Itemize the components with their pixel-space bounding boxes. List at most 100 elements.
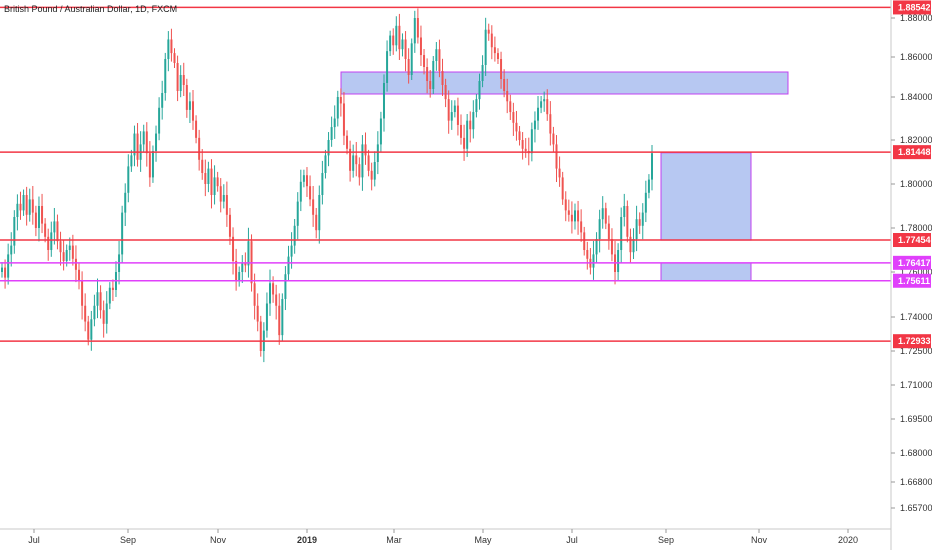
candle: [543, 91, 546, 112]
candle-body: [490, 33, 493, 48]
supply-zone[interactable]: [340, 71, 789, 95]
candle: [333, 105, 336, 139]
candle-body: [398, 25, 401, 50]
candle-body: [558, 168, 561, 178]
time-axis[interactable]: Jul Sep Nov 2019 Mar May Jul Sep Nov 2020: [28, 529, 858, 545]
candle-body: [543, 99, 546, 102]
candle: [222, 184, 225, 209]
candle: [586, 241, 589, 270]
candle-body: [583, 232, 586, 250]
candle: [512, 102, 515, 136]
candle-body: [352, 155, 355, 171]
candle: [216, 171, 219, 192]
candle: [207, 161, 210, 193]
candle: [370, 162, 373, 191]
candle: [607, 215, 610, 250]
price-axis[interactable]: 1.88000 1.86000 1.84000 1.82000 1.80000 1.780…: [891, 13, 932, 513]
candle-body: [133, 133, 136, 156]
candle-body: [373, 162, 376, 180]
candle-body: [416, 18, 419, 38]
candle: [432, 56, 435, 94]
candle: [469, 111, 472, 143]
candle-body: [389, 35, 392, 52]
candle-body: [127, 166, 130, 193]
candle: [16, 194, 19, 231]
candle-body: [358, 164, 361, 178]
candle-body: [472, 112, 475, 130]
candle-body: [552, 133, 555, 145]
candle: [278, 293, 281, 345]
candle-body: [598, 219, 601, 239]
candle-body: [518, 131, 521, 140]
candle: [601, 196, 604, 229]
candle: [484, 17, 487, 76]
candle: [367, 149, 370, 177]
candle: [336, 90, 339, 127]
candle-body: [198, 137, 201, 160]
candle: [188, 92, 191, 124]
candle-body: [423, 55, 426, 67]
candle: [592, 240, 595, 280]
level-tag-bg: [893, 145, 931, 160]
candle: [496, 48, 499, 64]
candle: [225, 181, 228, 227]
candle-body: [469, 120, 472, 130]
candle-body: [25, 195, 28, 215]
candle: [342, 92, 345, 146]
candle-body: [595, 239, 598, 255]
candle: [558, 156, 561, 187]
target-zone[interactable]: [660, 152, 752, 241]
candle-body: [484, 29, 487, 65]
candle: [561, 171, 564, 205]
candle: [324, 149, 327, 179]
candle-body: [108, 287, 111, 304]
candle-body: [238, 272, 241, 281]
candle: [533, 111, 536, 143]
candle-body: [272, 283, 275, 295]
candle-body: [121, 212, 124, 255]
candle: [444, 78, 447, 108]
level-tag-label: 1.72933: [898, 336, 931, 346]
candle-body: [626, 206, 629, 237]
candle-body: [339, 97, 342, 104]
price-tick-label: 1.69500: [900, 414, 932, 424]
candle: [589, 248, 592, 275]
candle: [25, 186, 28, 226]
time-tick-label: 2020: [838, 535, 858, 545]
candle-body: [506, 91, 509, 102]
candle: [564, 191, 567, 222]
demand-zone[interactable]: [660, 262, 752, 282]
candle: [256, 293, 259, 332]
candle: [78, 262, 81, 290]
candle-body: [281, 299, 284, 336]
candle-body: [62, 252, 65, 261]
candle-body: [299, 181, 302, 202]
candle: [447, 90, 450, 134]
candle: [567, 199, 570, 222]
candle-body: [213, 177, 216, 195]
time-tick-label: Nov: [751, 535, 768, 545]
time-tick-label: Sep: [120, 535, 136, 545]
candle: [151, 145, 154, 183]
candle: [130, 149, 133, 172]
candle-body: [22, 195, 25, 211]
candle-body: [533, 120, 536, 130]
candle-body: [188, 101, 191, 110]
candle: [327, 132, 330, 167]
candle-body: [573, 210, 576, 222]
candle: [259, 315, 262, 357]
candle-body: [7, 254, 10, 278]
candle-body: [419, 37, 422, 56]
candle-body: [564, 199, 567, 211]
candle: [610, 228, 613, 262]
price-tick-label: 1.71000: [900, 380, 932, 390]
candle: [478, 73, 481, 110]
candle: [493, 36, 496, 62]
candle-body: [47, 236, 50, 250]
candle-body: [232, 236, 235, 261]
candle: [121, 205, 124, 263]
candle-body: [68, 245, 71, 250]
candle-body: [269, 283, 272, 304]
candle: [309, 175, 312, 207]
